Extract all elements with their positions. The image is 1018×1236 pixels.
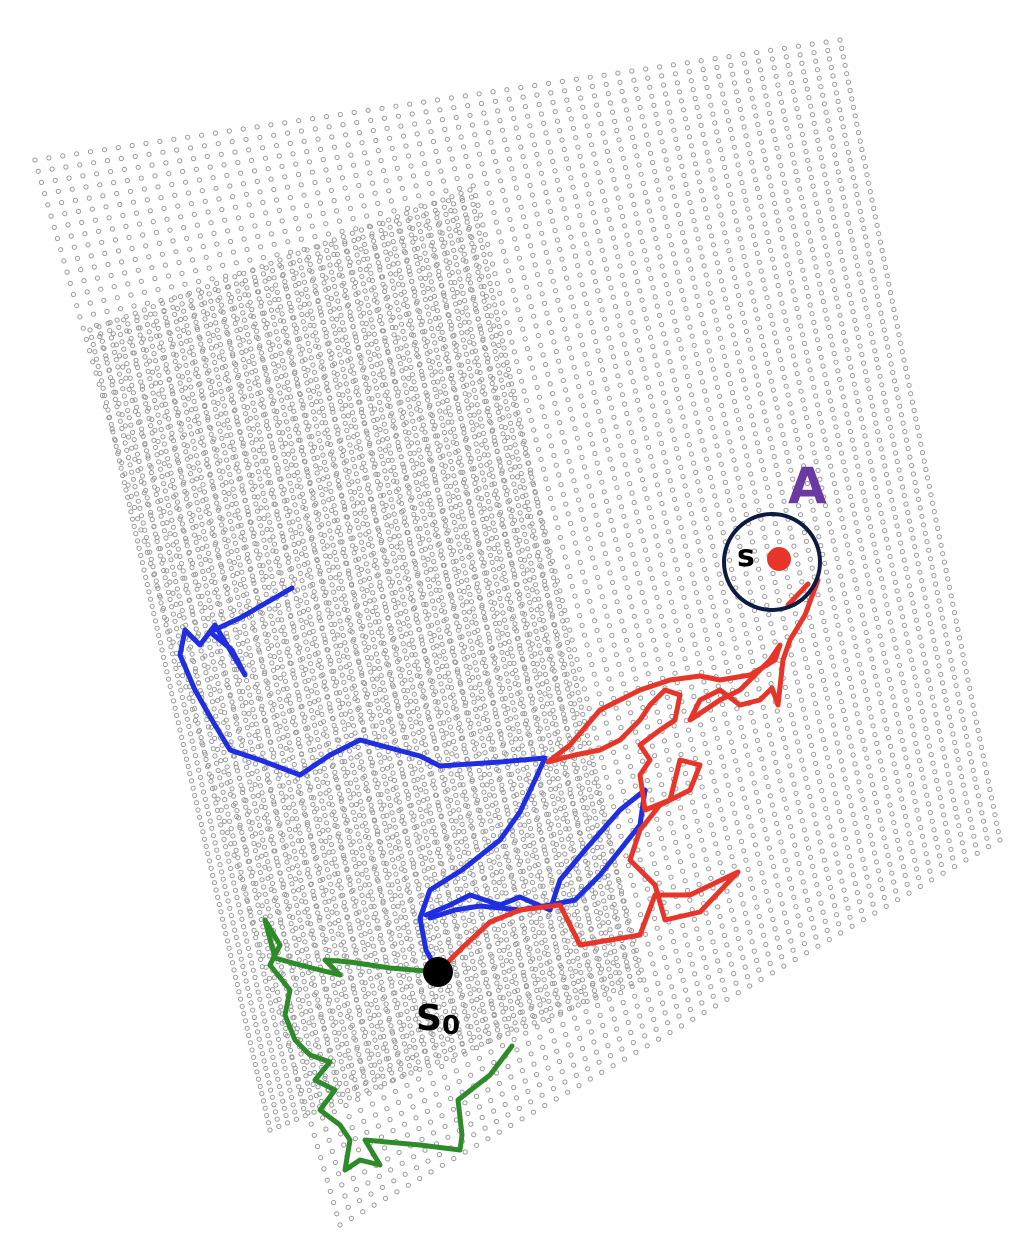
target-point-icon (767, 547, 791, 571)
region-label: A (788, 457, 827, 515)
start-point-icon (423, 957, 453, 987)
start-label: S0 (416, 998, 460, 1041)
inner-point-cloud (88, 188, 642, 1132)
start-label-subscript: 0 (442, 1011, 460, 1041)
target-label: s (737, 539, 755, 574)
start-label-main: S (416, 998, 442, 1039)
